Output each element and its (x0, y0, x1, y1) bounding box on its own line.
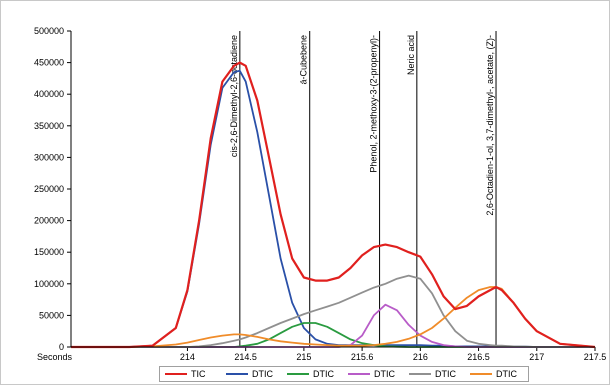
x-tick-label: 215.6 (351, 352, 374, 362)
series-line-5 (71, 286, 596, 348)
y-tick-label: 450000 (34, 58, 64, 68)
legend-swatch (470, 373, 492, 375)
x-tick-label: 214 (180, 352, 195, 362)
legend: TIC DTIC DTIC DTIC DTIC DTIC (159, 366, 529, 382)
annotation-label: á-Cubebene (299, 35, 309, 85)
annotation-label: Phenol, 2-methoxy-3-(2-propenyl)- (369, 35, 379, 173)
y-tick-label: 300000 (34, 152, 64, 162)
legend-swatch (409, 373, 431, 375)
x-tick-label: 217.5 (584, 352, 607, 362)
x-tick-label: 217 (529, 352, 544, 362)
legend-label: DTIC (252, 369, 273, 379)
series-line-3 (71, 303, 595, 348)
x-tick-label: 215 (296, 352, 311, 362)
series-line-4 (71, 274, 595, 348)
y-tick-label: 350000 (34, 121, 64, 131)
annotation-label: 2,6-Octadien-1-ol, 3,7-dimethyl-, acetat… (485, 35, 495, 216)
legend-label: TIC (191, 369, 206, 379)
y-tick-label: 500000 (34, 26, 64, 36)
legend-item: DTIC (282, 368, 343, 380)
series-lines (71, 61, 596, 349)
annotation-label: cis-2,6-Dimethyl-2,6-octadiene (229, 35, 239, 157)
y-axis-ticks: 0 50000 100000 150000 200000 250000 300000 3500… (34, 26, 71, 352)
x-tick-label: 216.5 (467, 352, 490, 362)
legend-label: DTIC (313, 369, 334, 379)
y-tick-label: 50000 (39, 310, 64, 320)
legend-label: DTIC (374, 369, 395, 379)
legend-label: DTIC (435, 369, 456, 379)
series-line-0 (71, 61, 596, 349)
legend-item: DTIC (404, 368, 465, 380)
legend-item: DTIC (221, 368, 282, 380)
y-tick-label: 150000 (34, 247, 64, 257)
legend-item: DTIC (343, 368, 404, 380)
legend-swatch (226, 373, 248, 375)
legend-swatch (165, 373, 187, 375)
y-tick-label: 400000 (34, 89, 64, 99)
x-tick-label: 214.5 (234, 352, 257, 362)
y-tick-label: 250000 (34, 184, 64, 194)
legend-swatch (348, 373, 370, 375)
y-tick-label: 100000 (34, 279, 64, 289)
x-axis-label: Seconds (37, 352, 73, 362)
x-tick-label: 216 (413, 352, 428, 362)
series-line-2 (71, 322, 595, 348)
peak-annotations: cis-2,6-Dimethyl-2,6-octadiene á-Cubebene… (229, 31, 497, 347)
legend-label: DTIC (496, 369, 517, 379)
annotation-label: Neric acid (406, 35, 416, 75)
x-axis-ticks: 214 214.5 215 215.6 216 216.5 217 217.5 (180, 347, 606, 362)
legend-swatch (287, 373, 309, 375)
y-tick-label: 200000 (34, 216, 64, 226)
y-tick-label: 0 (59, 342, 64, 352)
legend-item: DTIC (465, 368, 526, 380)
legend-item: TIC (160, 368, 221, 380)
